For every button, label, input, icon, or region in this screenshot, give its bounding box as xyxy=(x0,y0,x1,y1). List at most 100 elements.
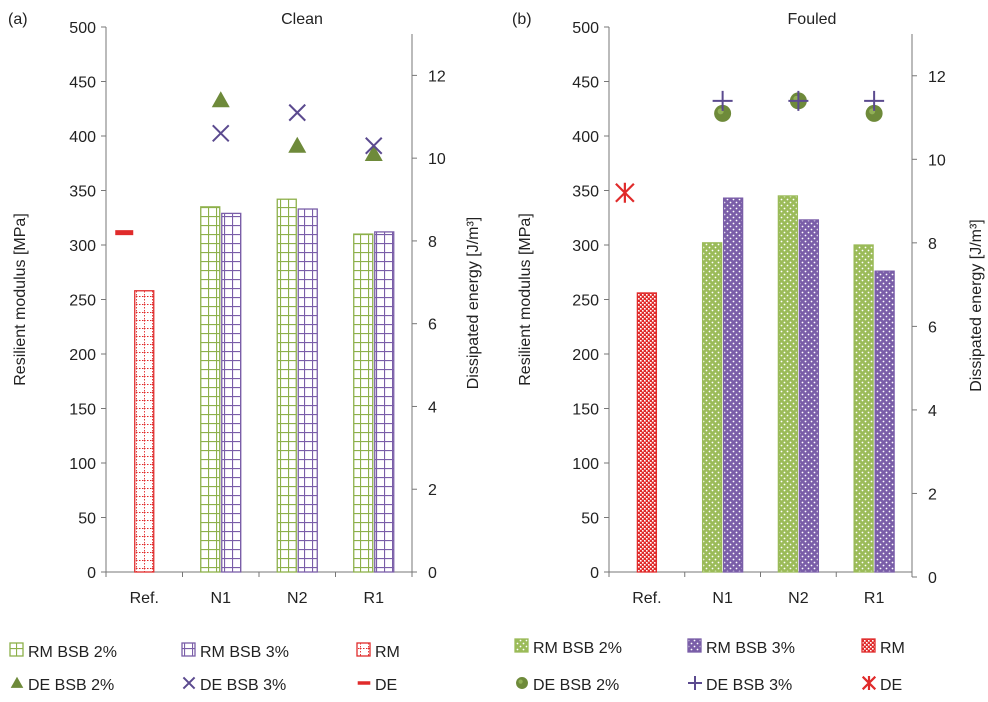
y2-tick-label: 6 xyxy=(428,317,437,334)
y2-tick-label: 8 xyxy=(928,236,937,253)
marker-de-bsb-3--n1-shape xyxy=(212,124,230,143)
y2-tick-label: 10 xyxy=(928,152,946,169)
legend-label: RM BSB 2% xyxy=(28,644,117,661)
y-tick-label: 300 xyxy=(572,238,599,255)
bar-rm-bsb-2--n2 xyxy=(777,195,799,573)
legend-label: DE xyxy=(880,677,902,694)
y-tick-label: 0 xyxy=(87,565,96,582)
marker-de-bsb-3--n1 xyxy=(212,124,230,143)
legend-marker-shine xyxy=(518,679,523,684)
y-tick-label: 350 xyxy=(69,184,96,201)
legend-item: DE BSB 3% xyxy=(182,676,286,694)
marker-de-bsb-3--r1 xyxy=(864,90,885,111)
legend-swatch xyxy=(514,638,529,653)
legend-label: RM xyxy=(375,644,400,661)
bar-rm-bsb-3--n2 xyxy=(297,208,318,573)
y-tick-label: 100 xyxy=(69,456,96,473)
legend-item: DE BSB 2% xyxy=(516,677,619,694)
y-axis-title: Resilient modulus [MPa] xyxy=(517,213,534,386)
bar-rm-bsb-3--n1 xyxy=(722,197,744,573)
bar-rm-bsb-2--n1 xyxy=(200,206,221,573)
x-tick-label: R1 xyxy=(364,590,385,607)
legend-item: DE BSB 3% xyxy=(688,676,792,694)
legend-swatch xyxy=(9,642,24,657)
marker-de-ref xyxy=(615,182,635,203)
y-tick-label: 50 xyxy=(581,511,599,528)
chart-panel-a: (a) Clean 0 50 100 150 200 250 300 350 400 450 500 0 2… xyxy=(8,11,482,607)
y-tick-label: 450 xyxy=(572,75,599,92)
legend-marker xyxy=(516,677,528,689)
y2-axis-title: Dissipated energy [J/m³] xyxy=(968,219,985,392)
legend-swatch xyxy=(687,638,702,653)
marker-de-bsb-3--r1-shape xyxy=(365,137,383,155)
y2-tick-label: 2 xyxy=(428,482,437,499)
y-axis-title: Resilient modulus [MPa] xyxy=(12,213,29,386)
y2-tick-label: 4 xyxy=(928,403,937,420)
marker-de-bsb-2--n2-shape xyxy=(288,136,307,153)
legend-label: RM BSB 2% xyxy=(533,640,622,657)
legend-item: DE xyxy=(357,677,397,694)
legend-swatch xyxy=(356,642,371,657)
chart-title: Clean xyxy=(281,11,323,28)
bar-rm-ref xyxy=(134,290,155,573)
y-tick-label: 250 xyxy=(572,293,599,310)
marker-de-ref-shape xyxy=(615,182,635,203)
y2-tick-label: 10 xyxy=(428,151,446,168)
bar-rm-bsb-2--n2 xyxy=(276,198,297,573)
y-tick-label: 400 xyxy=(572,129,599,146)
y2-tick-label: 0 xyxy=(428,565,437,582)
panel-label: (a) xyxy=(8,11,28,28)
legend-item: RM BSB 3% xyxy=(687,638,795,657)
marker-de-bsb-3--n1-shape xyxy=(712,90,733,111)
legend-label: DE BSB 2% xyxy=(28,677,114,694)
y-tick-label: 500 xyxy=(69,20,96,37)
marker-de-bsb-2--n1 xyxy=(211,91,230,108)
marker-de-bsb-2--n2 xyxy=(288,136,307,153)
marker-de-bsb-3--n2-shape xyxy=(788,90,809,111)
panel-label: (b) xyxy=(512,11,532,28)
x-tick-label: Ref. xyxy=(130,590,159,607)
marker-de-bsb-3--n1 xyxy=(712,90,733,111)
legend-marker-shape xyxy=(10,676,24,688)
legend-label: DE BSB 3% xyxy=(706,677,792,694)
legend-marker xyxy=(10,676,24,688)
x-tick-label: N2 xyxy=(287,590,308,607)
bar-rm-bsb-3--r1 xyxy=(374,231,395,573)
marker-de-bsb-3--r1 xyxy=(365,137,383,155)
y-tick-label: 100 xyxy=(572,456,599,473)
bar-rm-bsb-3--r1 xyxy=(874,270,895,573)
marker-de-bsb-3--n2 xyxy=(788,90,809,111)
y-tick-label: 500 xyxy=(572,20,599,37)
marker-de-ref-shape xyxy=(115,230,134,236)
legend-item: RM xyxy=(356,642,400,661)
marker-de-bsb-3--r1-shape xyxy=(864,90,885,111)
x-tick-label: N2 xyxy=(788,590,809,607)
x-tick-label: N1 xyxy=(211,590,232,607)
y-tick-label: 300 xyxy=(69,238,96,255)
chart-panel-b: (b) Fouled 0 50 100 150 200 250 300 350 400 450 500 0… xyxy=(512,11,985,607)
bar-rm-ref xyxy=(636,292,658,573)
y-tick-label: 400 xyxy=(69,129,96,146)
legend-marker xyxy=(861,675,877,691)
y2-tick-label: 12 xyxy=(928,69,946,86)
marker-de-bsb-2--r1-shape xyxy=(364,145,383,162)
y-tick-label: 150 xyxy=(69,402,96,419)
y-tick-label: 250 xyxy=(69,293,96,310)
legend-marker-shape xyxy=(182,676,196,690)
marker-de-ref xyxy=(115,230,134,236)
y-tick-label: 0 xyxy=(590,565,599,582)
legend-item: RM BSB 2% xyxy=(9,642,117,661)
legend-label: DE xyxy=(375,677,397,694)
legend-label: RM BSB 3% xyxy=(200,644,289,661)
legend-marker-shape xyxy=(357,681,371,685)
legend-item: RM BSB 2% xyxy=(514,638,622,657)
legend-marker xyxy=(688,676,702,690)
y2-tick-label: 2 xyxy=(928,486,937,503)
y2-tick-label: 8 xyxy=(428,234,437,251)
legend-swatch xyxy=(181,642,196,657)
legend-item: DE BSB 2% xyxy=(10,676,114,694)
legend-label: DE BSB 2% xyxy=(533,677,619,694)
bar-rm-bsb-2--r1 xyxy=(353,233,374,573)
y-tick-label: 200 xyxy=(69,347,96,364)
